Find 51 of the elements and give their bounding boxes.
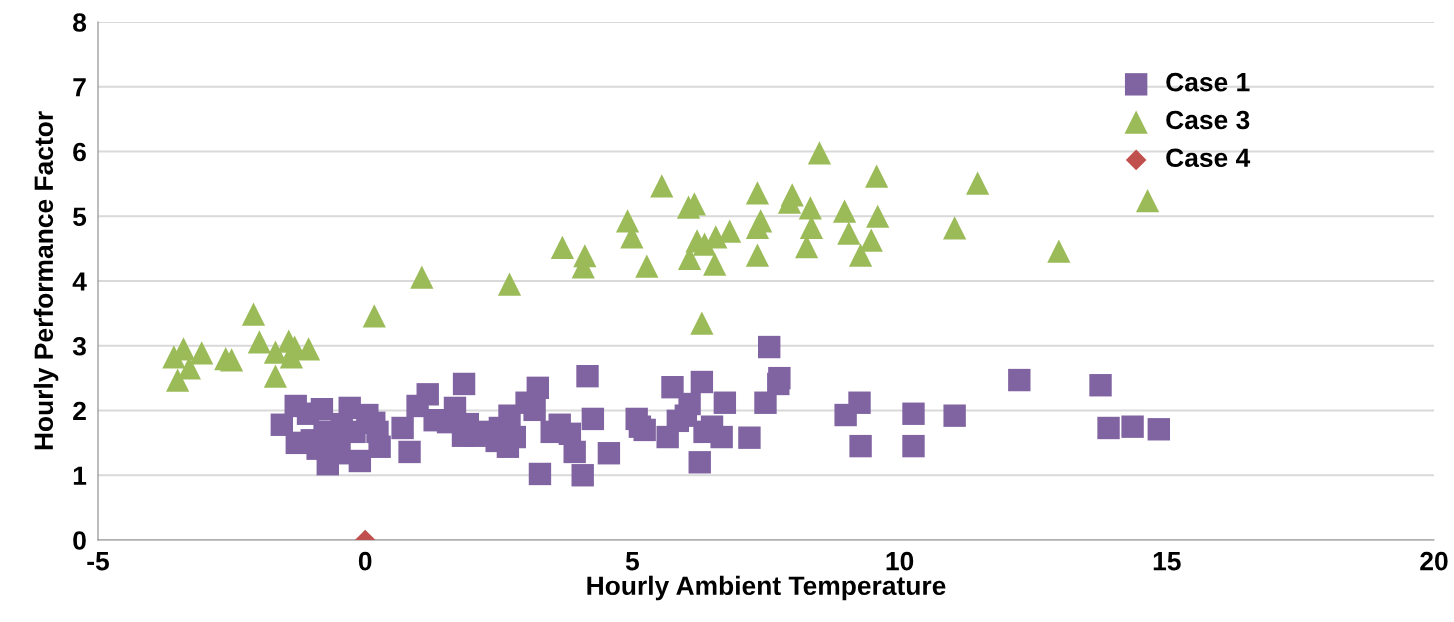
point [807,141,832,165]
y-tick-label: 7 [73,78,86,97]
point [362,304,386,328]
point [837,221,861,245]
point [190,341,214,365]
point [690,311,714,335]
legend-label: Case 1 [1166,72,1250,92]
y-tick-label: 6 [73,142,86,162]
x-tick-label: 10 [886,551,914,571]
point [1047,239,1071,263]
y-axis-title: Hourly Performance Factor [33,111,59,450]
point [848,243,873,267]
x-tick-label: 5 [625,552,639,571]
x-tick-label: 15 [1153,552,1181,571]
y-tick-label: 2 [73,401,86,421]
point [263,364,288,388]
point [943,216,967,240]
point [966,171,990,195]
point [745,243,770,267]
point [832,199,857,223]
point [219,348,244,372]
x-tick-label: -5 [87,552,109,571]
y-tick-label: 8 [73,13,87,32]
point [745,181,770,205]
point [497,272,522,296]
point [749,209,773,233]
point [798,196,822,220]
x-tick-label: 20 [1420,551,1448,571]
y-tick-label: 5 [73,207,87,227]
point [859,228,883,252]
y-tick-label: 1 [73,466,87,485]
legend-label: Case 3 [1166,110,1250,130]
point [650,174,674,198]
point [866,204,890,228]
y-tick-label: 4 [72,272,87,291]
point [635,254,659,278]
point [166,368,190,392]
point [865,164,889,188]
point [550,235,575,259]
y-tick-label: 0 [73,531,86,550]
point [296,337,321,361]
legend-label: Case 4 [1166,148,1251,168]
point [1135,189,1160,213]
point [247,330,272,354]
x-tick-label: 0 [358,551,372,571]
y-tick-label: 3 [72,336,86,356]
x-axis-title: Hourly Ambient Temperature [587,575,946,601]
point [410,265,434,289]
point [703,252,727,276]
point [241,302,266,326]
point [718,219,742,243]
